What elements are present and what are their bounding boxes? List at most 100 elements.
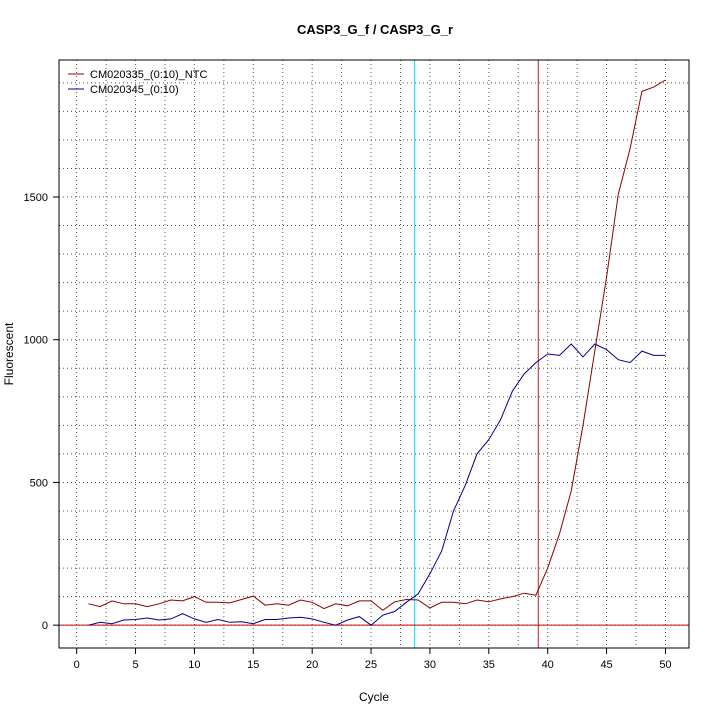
data-point [617,193,620,196]
data-point [440,549,443,552]
x-tick-label: 15 [247,659,259,671]
data-point [311,617,314,620]
data-point [629,361,632,364]
data-point [593,350,596,353]
data-point [287,604,290,607]
x-axis: 0 5 10 15 20 25 30 35 40 45 50 [74,648,672,671]
data-point [511,595,514,598]
data-point [181,599,184,602]
data-point [299,599,302,602]
x-tick-label: 50 [659,659,671,671]
data-point [452,509,455,512]
data-point [334,602,337,605]
data-point [605,348,608,351]
data-point [652,354,655,357]
data-point [417,592,420,595]
data-point [193,617,196,620]
data-point [240,620,243,623]
y-tick-label: 1000 [24,335,48,347]
data-point [205,621,208,624]
data-point [570,343,573,346]
data-point [181,612,184,615]
data-point [464,602,467,605]
data-point [252,595,255,598]
data-point [511,390,514,393]
data-point [640,350,643,353]
data-point [629,147,632,150]
data-point [110,622,113,625]
data-point [428,607,431,610]
data-point [405,598,408,601]
data-point [381,614,384,617]
chart-title: CASP3_G_f / CASP3_G_r [297,22,453,37]
series-line-1 [88,79,666,611]
x-tick-label: 35 [483,659,495,671]
data-point [311,601,314,604]
data-point [534,594,537,597]
legend-label-1: CM020335_(0:10)_NTC [90,69,207,81]
data-point [146,605,149,608]
data-point [322,607,325,610]
x-tick-label: 10 [188,659,200,671]
data-point [87,602,90,605]
data-point [546,353,549,356]
data-point [499,597,502,600]
data-point [275,618,278,621]
data-point [393,610,396,613]
data-point [322,621,325,624]
data-point [334,624,337,627]
x-tick-label: 30 [424,659,436,671]
data-point [264,618,267,621]
y-tick-label: 0 [42,620,48,632]
data-point [523,372,526,375]
data-point [534,361,537,364]
data-point [158,619,161,622]
data-point [216,618,219,621]
data-point [146,617,149,620]
data-series [87,79,666,627]
data-point [523,592,526,595]
data-point [252,622,255,625]
data-point [216,601,219,604]
data-point [110,599,113,602]
legend: CM020335_(0:10)_NTC CM020345_(0:10) [68,69,207,96]
data-point [87,624,90,627]
data-point [99,621,102,624]
y-axis: 0 500 1000 1500 [24,192,59,632]
data-point [452,601,455,604]
data-point [158,602,161,605]
data-point [122,619,125,622]
data-point [134,618,137,621]
x-tick-label: 25 [365,659,377,671]
vertical-markers [59,60,689,648]
data-point [558,532,561,535]
data-point [428,572,431,575]
y-axis-label: Fluorescent [2,322,16,385]
data-point [264,604,267,607]
y-tick-label: 500 [30,477,48,489]
data-point [570,490,573,493]
data-point [99,605,102,608]
data-point [205,601,208,604]
data-point [370,599,373,602]
series-line-2 [88,343,666,626]
x-axis-label: Cycle [359,690,389,704]
data-point [582,355,585,358]
data-point [134,602,137,605]
data-point [476,452,479,455]
data-point [228,621,231,624]
data-point [393,600,396,603]
data-point [605,275,608,278]
data-point [476,599,479,602]
data-point [346,619,349,622]
data-point [546,567,549,570]
data-point [440,601,443,604]
data-point [240,598,243,601]
x-tick-label: 20 [306,659,318,671]
x-tick-label: 40 [542,659,554,671]
data-point [169,617,172,620]
data-point [287,617,290,620]
data-point [370,624,373,627]
